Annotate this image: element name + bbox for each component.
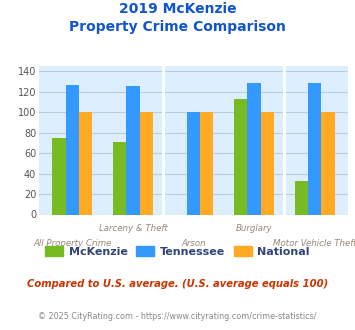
Text: Compared to U.S. average. (U.S. average equals 100): Compared to U.S. average. (U.S. average … [27, 279, 328, 289]
Bar [66, 85, 79, 214]
Bar [295, 181, 308, 214]
Bar [247, 83, 261, 214]
Bar [261, 112, 274, 214]
Bar [234, 99, 247, 214]
Text: © 2025 CityRating.com - https://www.cityrating.com/crime-statistics/: © 2025 CityRating.com - https://www.city… [38, 312, 317, 321]
Text: Larceny & Theft: Larceny & Theft [99, 224, 167, 233]
Bar [187, 112, 200, 214]
Text: Motor Vehicle Theft: Motor Vehicle Theft [273, 239, 355, 248]
Text: Burglary: Burglary [236, 224, 272, 233]
Bar [53, 138, 66, 214]
Bar [308, 83, 321, 214]
Bar [140, 112, 153, 214]
Text: 2019 McKenzie: 2019 McKenzie [119, 2, 236, 16]
Bar [113, 142, 126, 214]
Bar [126, 86, 140, 214]
Bar [321, 112, 334, 214]
Legend: McKenzie, Tennessee, National: McKenzie, Tennessee, National [41, 242, 314, 261]
Text: All Property Crime: All Property Crime [33, 239, 111, 248]
Text: Arson: Arson [181, 239, 206, 248]
Bar [200, 112, 213, 214]
Bar [79, 112, 92, 214]
Text: Property Crime Comparison: Property Crime Comparison [69, 20, 286, 34]
